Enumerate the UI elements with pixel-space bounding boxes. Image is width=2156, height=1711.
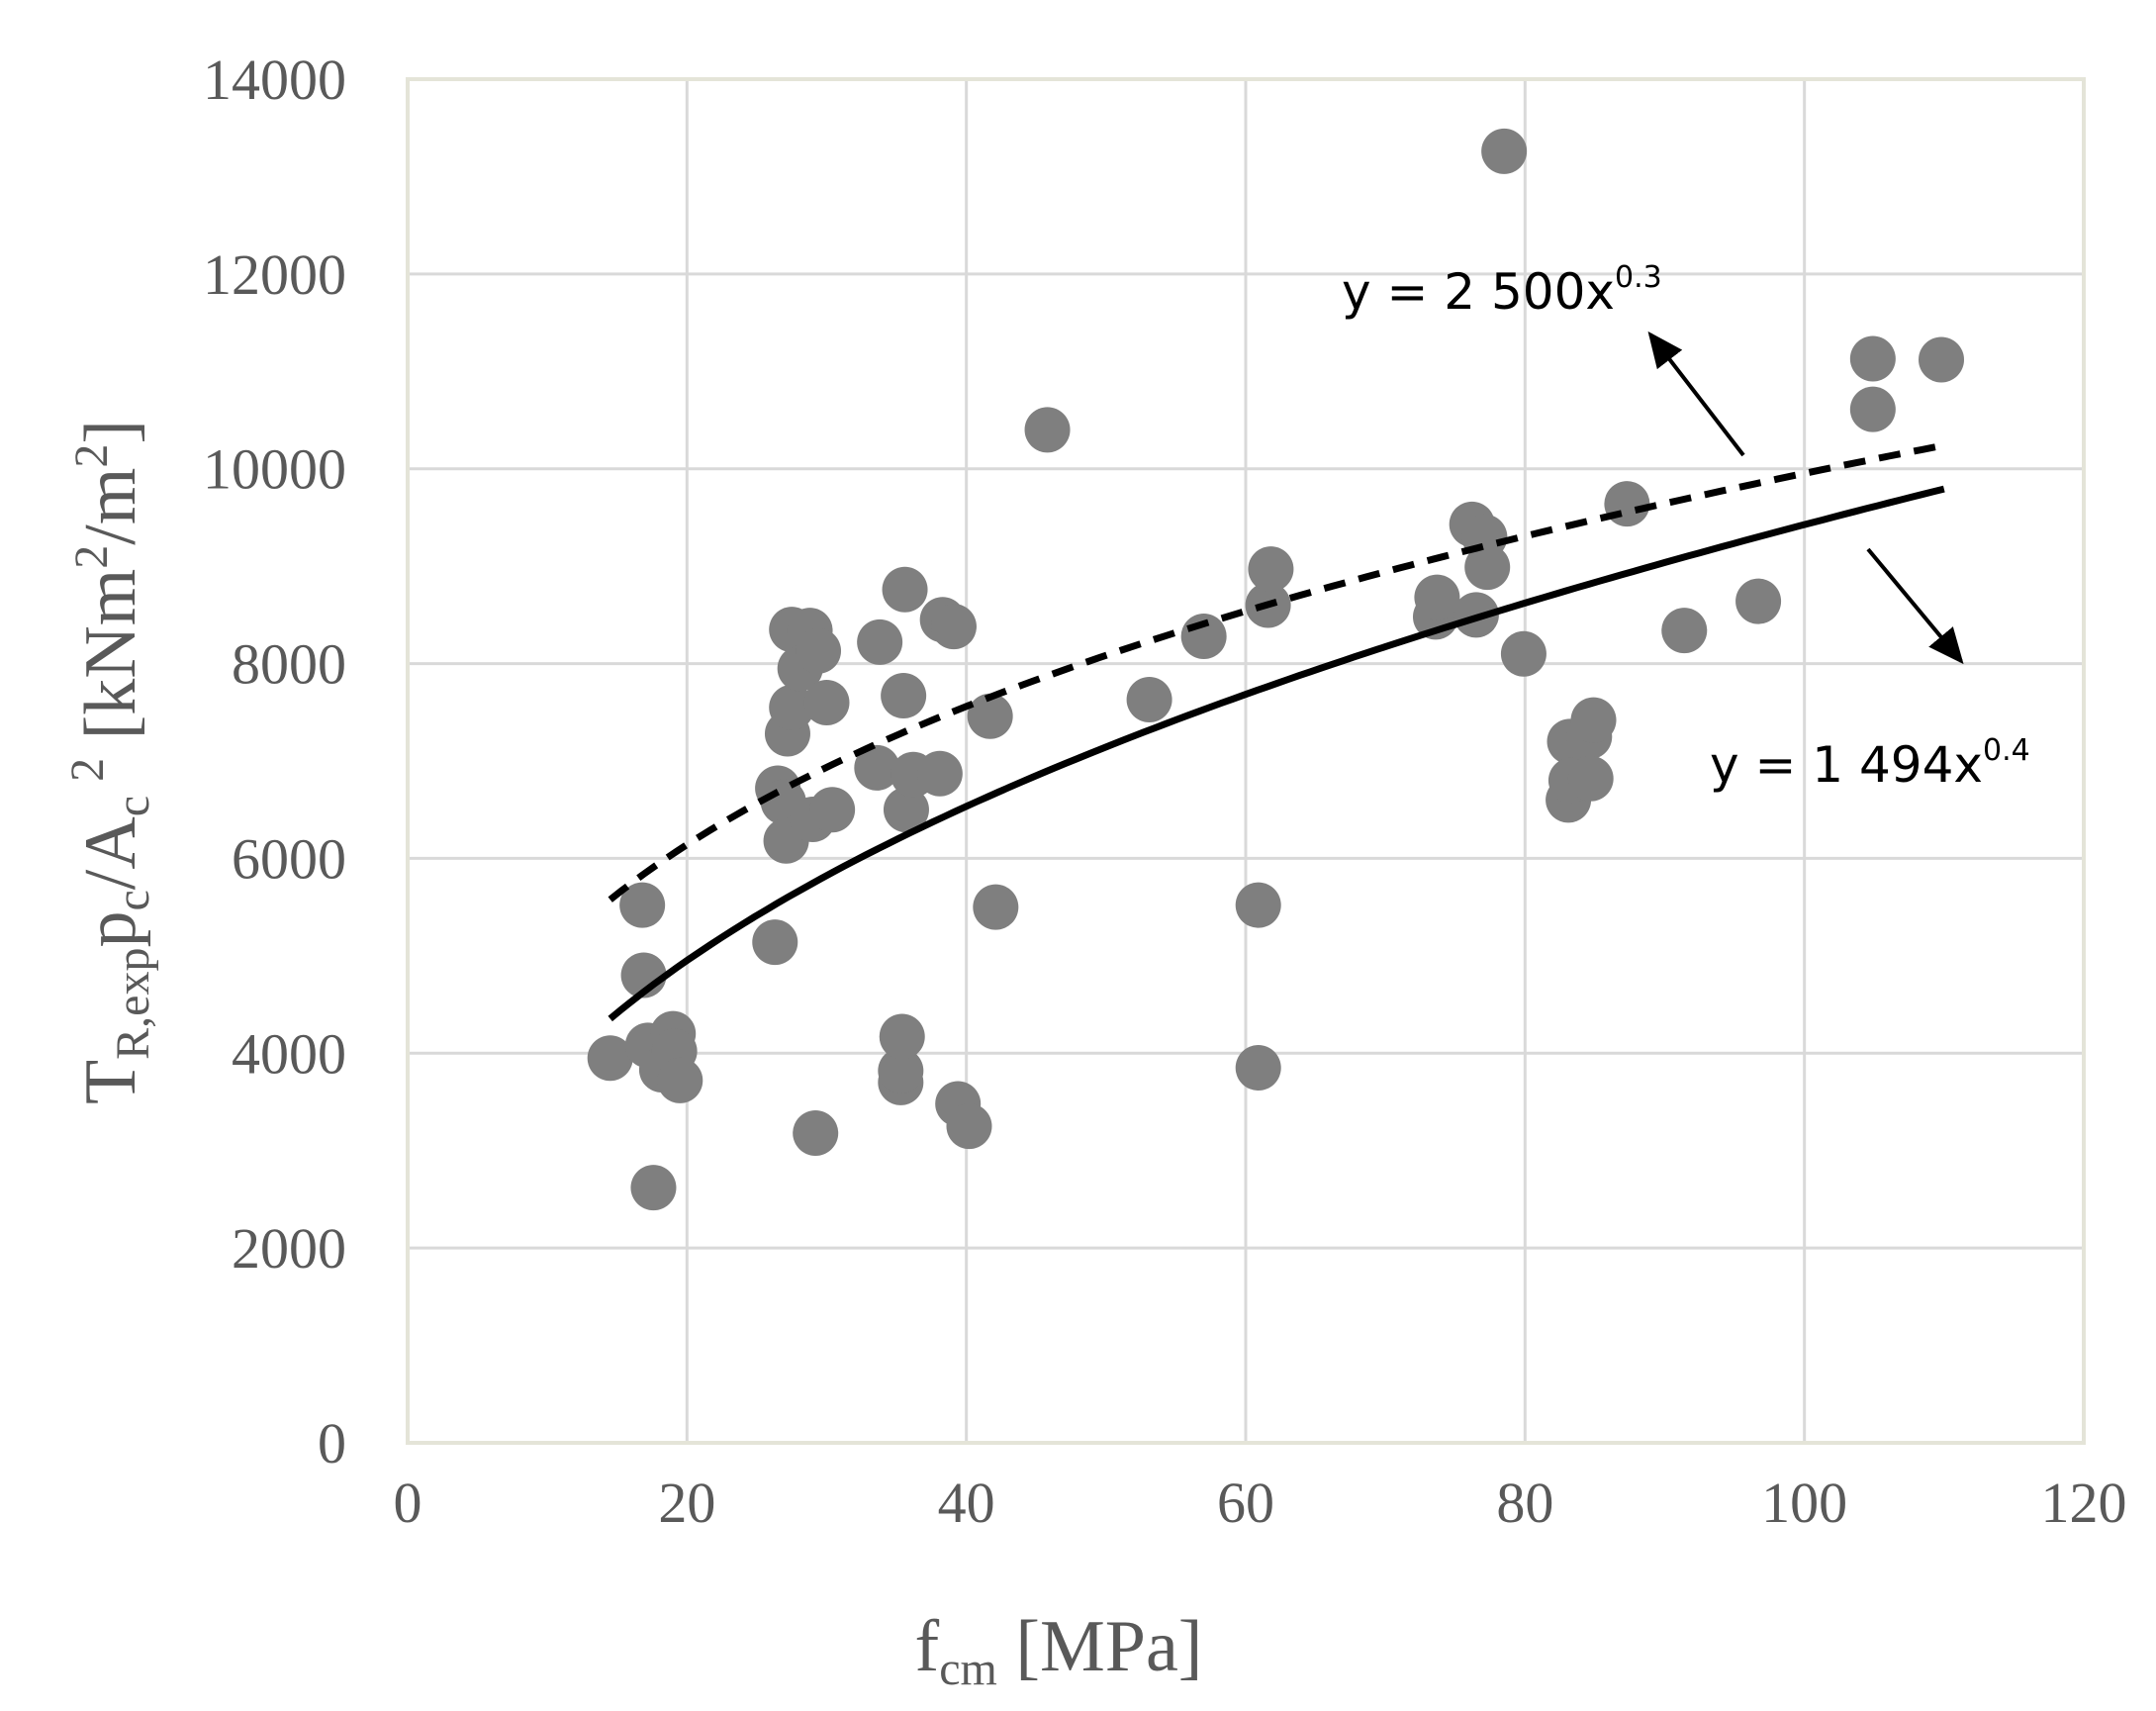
x-tick-label: 100 xyxy=(1761,1471,1847,1535)
x-tick-label: 120 xyxy=(2041,1471,2127,1535)
data-point xyxy=(1849,335,1896,382)
dashed-fit-equation: y = 2 500x0.3 xyxy=(1342,260,1662,321)
data-point xyxy=(854,744,900,791)
data-point xyxy=(619,882,666,928)
y-tick-label: 8000 xyxy=(232,632,346,697)
plot-area-border xyxy=(406,77,2086,1445)
x-tick-label: 80 xyxy=(1496,1471,1553,1535)
data-point xyxy=(1481,128,1528,174)
y-axis-title: TR,exppc/Ac2 [kNm2/m2] xyxy=(61,420,159,1104)
data-point xyxy=(587,1035,633,1082)
data-point xyxy=(657,1057,703,1103)
data-point xyxy=(879,1013,925,1060)
data-point xyxy=(1248,546,1294,593)
data-point xyxy=(916,750,963,797)
x-tick-label: 40 xyxy=(938,1471,995,1535)
gridlines xyxy=(406,77,2086,1445)
y-tick-label: 12000 xyxy=(203,242,346,307)
y-tick-label: 14000 xyxy=(203,48,346,112)
data-point xyxy=(796,627,842,674)
solid-fit-arrow xyxy=(1866,547,1964,665)
data-point xyxy=(1235,882,1281,928)
dashed-fit-curve xyxy=(608,441,1945,903)
tick-labels: 0 20 40 60 80 100 120 0 2000 4000 6000 8000 10000 120… xyxy=(203,48,2127,1535)
data-point xyxy=(946,1103,992,1150)
data-point xyxy=(793,1109,839,1156)
data-point xyxy=(752,919,798,966)
trend-curves xyxy=(608,441,1945,1022)
data-point xyxy=(803,679,850,725)
data-points xyxy=(587,128,1965,1211)
data-point xyxy=(930,604,977,650)
y-tick-label: 4000 xyxy=(232,1021,346,1086)
y-tick-label: 10000 xyxy=(203,437,346,502)
data-point xyxy=(1464,544,1511,591)
y-tick-label: 2000 xyxy=(232,1216,346,1281)
x-axis-title: fcm [MPa] xyxy=(915,1606,1203,1695)
data-point xyxy=(809,787,856,833)
data-point xyxy=(1661,608,1708,654)
y-tick-label: 0 xyxy=(318,1411,346,1475)
data-point xyxy=(769,684,815,730)
data-point xyxy=(1735,578,1782,624)
data-point xyxy=(1849,386,1896,432)
dashed-fit-arrow xyxy=(1647,331,1745,457)
data-point xyxy=(1414,574,1460,620)
data-point xyxy=(1919,336,1965,383)
data-point xyxy=(1570,697,1617,743)
data-point xyxy=(973,884,1019,930)
data-point xyxy=(1604,481,1650,527)
data-point xyxy=(857,618,903,665)
data-point xyxy=(1024,407,1071,453)
data-point xyxy=(1126,676,1172,722)
data-point xyxy=(881,673,927,719)
data-point xyxy=(1235,1045,1281,1092)
solid-fit-curve xyxy=(608,485,1945,1022)
data-point xyxy=(878,1048,924,1094)
data-point xyxy=(630,1165,677,1211)
data-point xyxy=(883,787,929,833)
data-point xyxy=(1567,755,1614,802)
y-tick-label: 6000 xyxy=(232,826,346,891)
data-point xyxy=(882,566,928,613)
data-point xyxy=(1500,630,1547,677)
solid-fit-equation: y = 1 494x0.4 xyxy=(1710,733,2030,794)
x-tick-label: 20 xyxy=(658,1471,715,1535)
data-point xyxy=(967,693,1013,739)
x-tick-label: 60 xyxy=(1217,1471,1274,1535)
x-tick-label: 0 xyxy=(394,1471,422,1535)
